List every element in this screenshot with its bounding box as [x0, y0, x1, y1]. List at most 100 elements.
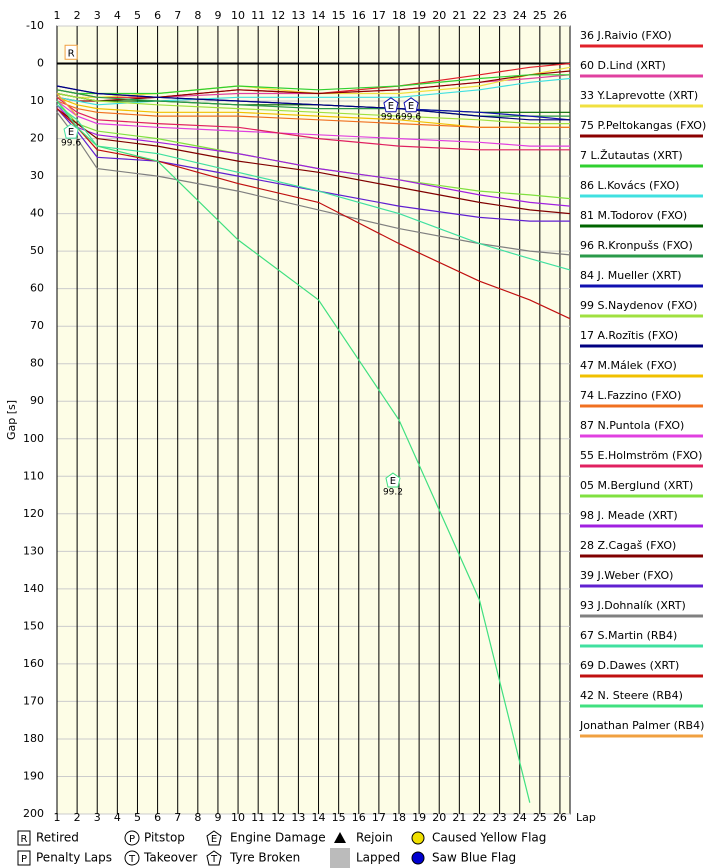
legend-symbol: R [21, 834, 28, 845]
legend-label: 81 M.Todorov (FXO) [580, 209, 687, 222]
x-tick-label: 9 [214, 811, 221, 824]
plot-area [56, 25, 571, 815]
y-tick-label: 130 [23, 544, 44, 557]
symbol-frame [383, 97, 399, 113]
series-line [56, 77, 571, 106]
symbol-frame [63, 123, 79, 139]
legend-label: 7 L.Žutautas (XRT) [580, 149, 683, 162]
x-tick-label: 1 [54, 811, 61, 824]
legend-item: Saw Blue Flag [411, 851, 516, 865]
x-tick-label: 20 [432, 9, 446, 22]
annotation-label: 99.6 [401, 112, 421, 122]
legend-label: 75 P.Peltokangas (FXO) [580, 119, 706, 132]
y-tick-label: 200 [23, 807, 44, 820]
symbol [330, 848, 350, 868]
series-line [56, 92, 570, 125]
symbol-frame [124, 830, 140, 846]
legend-item: Lapped [330, 848, 400, 868]
x-tick-label: 13 [291, 9, 305, 22]
annotation-label: 99.6 [381, 112, 401, 122]
annotation-label: 99.2 [383, 488, 403, 498]
legend-label: 17 A.Rozītis (FXO) [580, 329, 678, 342]
legend-label: 93 J.Dohnalík (XRT) [580, 599, 686, 612]
symbol-frame [206, 830, 222, 846]
series-line [56, 93, 78, 117]
x-tick-label: 17 [372, 9, 386, 22]
legend-symbol: T [210, 854, 218, 865]
x-tick-label: 14 [312, 9, 326, 22]
legend-label: 69 D.Dawes (XRT) [580, 659, 679, 672]
legend-label: Jonathan Palmer (RB4) [579, 719, 704, 732]
legend-label: 47 M.Málek (FXO) [580, 359, 677, 372]
series-line [56, 74, 570, 95]
annotation: R [64, 44, 78, 60]
legend-item: P Penalty Laps [17, 850, 112, 866]
y-tick-label: 150 [23, 619, 44, 632]
annotation: E99.6 [401, 97, 421, 122]
series-line [56, 85, 570, 121]
x-tick-label: 15 [332, 811, 346, 824]
x-tick-label: 24 [513, 811, 527, 824]
x-tick-label: 19 [412, 811, 426, 824]
x-tick-label: 18 [392, 9, 406, 22]
x-tick-label: 13 [291, 811, 305, 824]
x-tick-label: 23 [493, 811, 507, 824]
legend-symbol: T [128, 854, 136, 865]
symbol-frame [385, 472, 401, 488]
symbol-frame [206, 850, 222, 866]
x-tick-label: 20 [432, 811, 446, 824]
x-tick-label: 16 [352, 9, 366, 22]
annotation-label: 99.6 [61, 139, 81, 149]
series-line [56, 108, 570, 222]
series-line [56, 100, 531, 803]
symbol [411, 851, 425, 865]
y-tick-label: 90 [30, 394, 44, 407]
legend-label: Tyre Broken [229, 851, 300, 865]
y-tick-label: 80 [30, 357, 44, 370]
x-tick-label: 11 [251, 9, 265, 22]
legend-label: 96 R.Kronpušs (FXO) [580, 239, 693, 252]
y-tick-label: 10 [30, 94, 44, 107]
y-tick-label: 180 [23, 732, 44, 745]
legend-item: Rejoin [334, 831, 393, 845]
x-tick-label: 6 [154, 811, 161, 824]
y-tick-label: 60 [30, 282, 44, 295]
x-tick-label: 21 [452, 9, 466, 22]
y-tick-label: 30 [30, 169, 44, 182]
legend-label: 28 Z.Cagaš (FXO) [580, 539, 676, 552]
y-tick-label: 170 [23, 694, 44, 707]
legend-symbol: P [21, 854, 27, 865]
x-tick-label: 5 [134, 9, 141, 22]
x-tick-label: 12 [271, 9, 285, 22]
symbol-frame [124, 850, 140, 866]
legend-item: T Tyre Broken [206, 850, 300, 866]
y-axis-label: Gap [s] [5, 400, 18, 440]
y-tick-label: -10 [26, 19, 44, 32]
legend-label: Retired [36, 831, 79, 845]
legend-label: Takeover [143, 851, 197, 865]
y-tick-label: 50 [30, 244, 44, 257]
series-line [56, 111, 571, 256]
legend-item: Caused Yellow Flag [411, 831, 546, 845]
legend-label: Lapped [356, 851, 400, 865]
x-tick-label: 8 [194, 811, 201, 824]
x-tick-label: 14 [312, 811, 326, 824]
x-tick-label: 10 [231, 9, 245, 22]
y-tick-label: 140 [23, 582, 44, 595]
x-tick-label: 22 [472, 9, 486, 22]
annotation: E99.2 [383, 472, 403, 498]
annotation-symbol: E [68, 127, 74, 138]
x-tick-label: 15 [332, 9, 346, 22]
legend-label: Engine Damage [230, 831, 326, 845]
y-tick-label: 20 [30, 132, 44, 145]
y-tick-label: 120 [23, 507, 44, 520]
x-tick-label: 26 [553, 9, 567, 22]
y-tick-label: 190 [23, 769, 44, 782]
x-tick-label: 18 [392, 811, 406, 824]
legend-item: P Pitstop [124, 830, 185, 846]
series-line [56, 70, 571, 102]
legend-label: 84 J. Mueller (XRT) [580, 269, 682, 282]
x-tick-label: 10 [231, 811, 245, 824]
